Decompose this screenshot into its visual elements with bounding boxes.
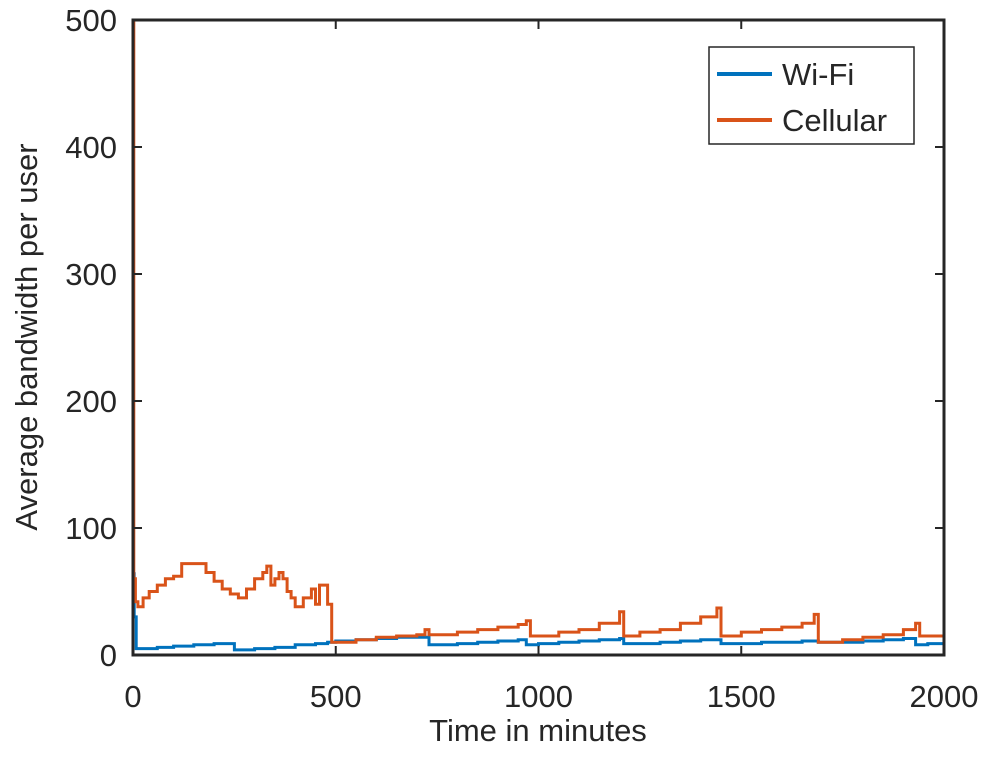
x-axis-label: Time in minutes xyxy=(429,713,647,748)
y-tick-label: 100 xyxy=(65,511,117,546)
legend-label-wi-fi: Wi-Fi xyxy=(782,57,854,92)
x-tick-label: 1500 xyxy=(707,679,776,714)
legend-box xyxy=(708,46,915,145)
legend: Wi-Fi Cellular xyxy=(708,46,915,145)
x-tick-label: 2000 xyxy=(910,679,979,714)
y-tick-label: 200 xyxy=(65,384,117,419)
x-tick-label: 1000 xyxy=(504,679,573,714)
x-tick-label: 500 xyxy=(310,679,362,714)
series-layer xyxy=(132,18,946,652)
y-tick-label: 300 xyxy=(65,257,117,292)
y-tick-label: 400 xyxy=(65,130,117,165)
x-tick-label: 0 xyxy=(124,679,141,714)
ticks-layer: 0 500 1000 1500 2000 0 100 200 300 400 500 xyxy=(65,3,978,714)
y-tick-label: 0 xyxy=(100,638,117,673)
legend-label-cellular: Cellular xyxy=(782,103,887,138)
y-axis-label: Average bandwidth per user xyxy=(9,143,44,530)
y-tick-label: 500 xyxy=(65,3,117,38)
series-line-wi-fi xyxy=(132,572,946,652)
series-line-cellular xyxy=(132,18,946,644)
